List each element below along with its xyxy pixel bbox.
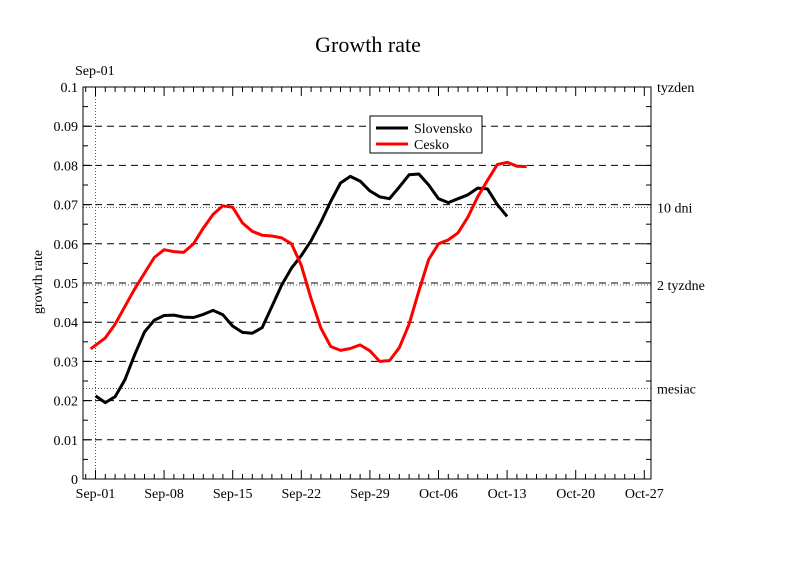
x-tick-label: Sep-29 <box>350 487 390 502</box>
legend-label-slovensko: Slovensko <box>414 122 472 137</box>
reference-lines: tyzden 10 dni 2 tyzdne mesiac <box>83 81 705 397</box>
x-tick-label: Oct-06 <box>419 487 458 502</box>
series-line-slovensko <box>94 172 509 405</box>
y-tick-label: 0.01 <box>54 434 79 449</box>
gridlines <box>83 87 651 479</box>
reference-label: 10 dni <box>657 201 693 216</box>
x-tick-label: Sep-01 <box>76 487 116 502</box>
y-tick-label: 0.02 <box>54 395 79 410</box>
legend-box <box>369 115 483 154</box>
y-tick-label: 0 <box>71 473 78 488</box>
y-tick-label: 0.09 <box>54 120 79 135</box>
series-line-cesko <box>89 160 527 363</box>
y-tick-label: 0.08 <box>54 159 79 174</box>
y-tick-label: 0.1 <box>61 81 79 96</box>
x-tick-label: Sep-15 <box>213 487 253 502</box>
x-tick-label: Oct-13 <box>488 487 527 502</box>
x-tick-label: Sep-22 <box>281 487 321 502</box>
axis-ticks: 0 0.01 0.02 0.03 0.04 0.05 0.06 0.07 0.08 0.09 0.1… <box>54 81 664 502</box>
legend-label-cesko: Cesko <box>414 138 449 153</box>
y-tick-label: 0.05 <box>54 277 79 292</box>
x-tick-label: Oct-20 <box>556 487 595 502</box>
reference-label: 2 tyzdne <box>657 279 705 294</box>
reference-label: tyzden <box>657 81 694 96</box>
series-layer <box>89 160 527 405</box>
y-axis-label: growth rate <box>31 250 46 314</box>
y-tick-label: 0.07 <box>54 199 79 214</box>
y-tick-label: 0.06 <box>54 238 79 253</box>
y-tick-label: 0.03 <box>54 355 79 370</box>
y-tick-label: 0.04 <box>54 316 79 331</box>
chart-title: Growth rate <box>315 32 421 57</box>
x-tick-label: Oct-27 <box>625 487 664 502</box>
reference-label: mesiac <box>657 382 696 397</box>
top-date-label: Sep-01 <box>75 64 115 79</box>
x-tick-label: Sep-08 <box>144 487 184 502</box>
